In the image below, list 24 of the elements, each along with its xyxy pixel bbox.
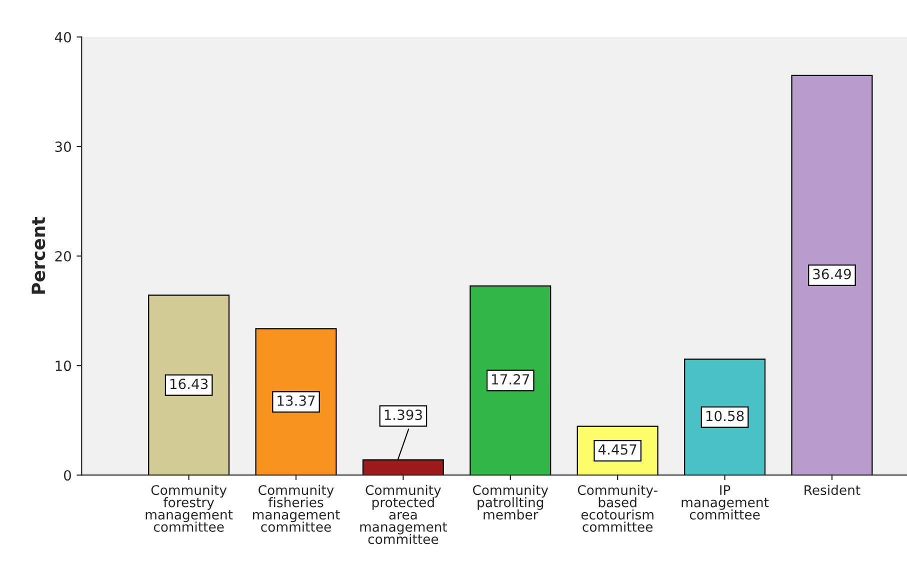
x-tick-label: Resident [804,484,860,496]
bar [148,294,230,476]
data-label: 10.58 [706,410,744,422]
y-axis-title: Percent [32,217,46,294]
data-label: 1.393 [384,410,422,420]
data-label: 36.49 [813,268,851,280]
y-tick-label: 20 [55,251,71,262]
x-tick-label: Community patrollting member [472,484,548,520]
bar [791,74,873,476]
y-tick-label: 10 [56,360,71,372]
x-tick-label: IP management committee [682,485,769,520]
bar [255,328,337,476]
x-tick-label: Community- based ecotourism committee [578,484,658,532]
data-label: 13.37 [278,395,315,406]
x-tick-label: Community protected area management committee [360,484,448,544]
y-tick-label: 40 [54,32,71,42]
x-tick-label: Community forestry management committee [146,484,233,532]
bar [470,285,552,476]
data-label: 4.457 [598,444,636,455]
data-label: 16.43 [170,378,208,390]
y-tick-label: 30 [55,141,71,152]
y-tick-label: 0 [64,470,71,481]
data-label: 17.27 [492,374,530,384]
x-tick-label: Community fisheries management committee [253,484,340,532]
